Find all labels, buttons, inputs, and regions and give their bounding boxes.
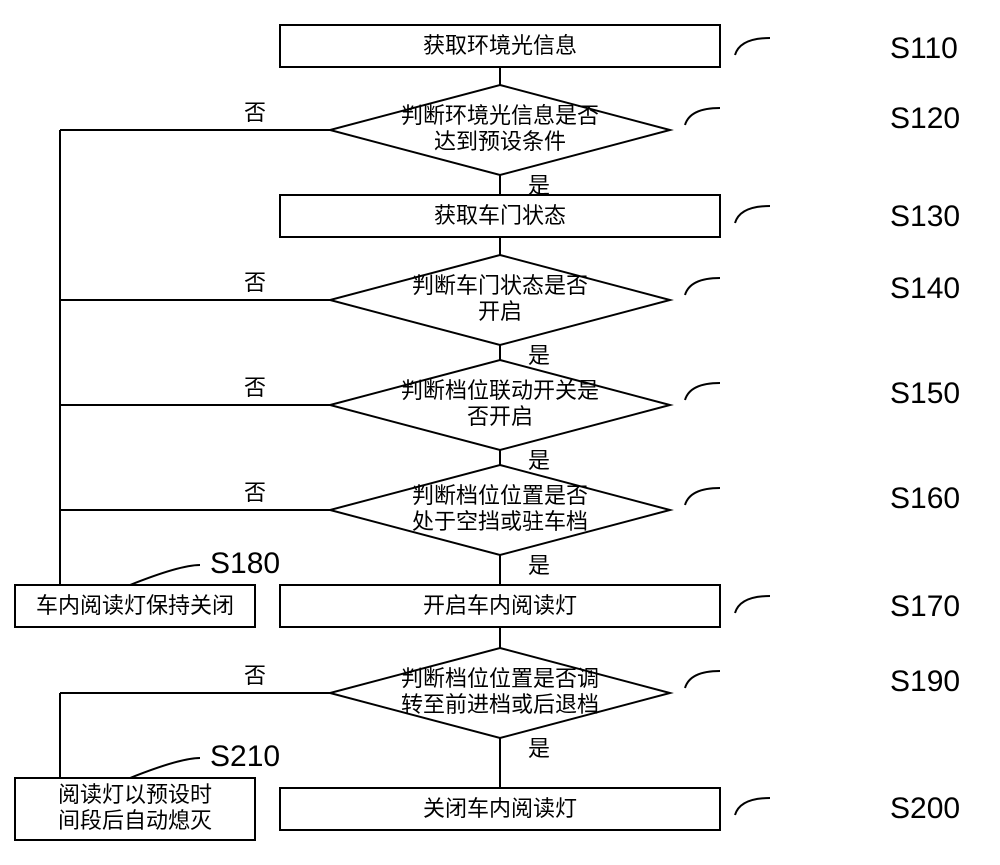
svg-text:S210: S210 [210, 740, 280, 773]
svg-text:S160: S160 [890, 482, 960, 515]
svg-text:S140: S140 [890, 272, 960, 305]
svg-text:车内阅读灯保持关闭: 车内阅读灯保持关闭 [36, 593, 234, 618]
svg-text:是: 是 [528, 173, 550, 198]
svg-text:是: 是 [528, 448, 550, 473]
svg-text:S170: S170 [890, 590, 960, 623]
svg-text:判断档位联动开关是: 判断档位联动开关是 [401, 378, 599, 403]
svg-text:否开启: 否开启 [467, 404, 533, 429]
svg-text:否: 否 [244, 663, 266, 688]
svg-text:判断环境光信息是否: 判断环境光信息是否 [401, 103, 599, 128]
svg-text:否: 否 [244, 100, 266, 125]
svg-text:否: 否 [244, 480, 266, 505]
svg-text:开启: 开启 [478, 299, 522, 324]
svg-text:S120: S120 [890, 102, 960, 135]
svg-text:达到预设条件: 达到预设条件 [434, 129, 566, 154]
svg-text:S150: S150 [890, 377, 960, 410]
svg-text:获取环境光信息: 获取环境光信息 [423, 33, 577, 58]
svg-text:S110: S110 [890, 32, 958, 65]
svg-text:判断档位位置是否调: 判断档位位置是否调 [401, 666, 599, 691]
svg-text:S180: S180 [210, 547, 280, 580]
svg-text:判断档位位置是否: 判断档位位置是否 [412, 483, 588, 508]
svg-text:转至前进档或后退档: 转至前进档或后退档 [401, 692, 599, 717]
svg-text:获取车门状态: 获取车门状态 [434, 203, 566, 228]
svg-text:S190: S190 [890, 665, 960, 698]
svg-text:关闭车内阅读灯: 关闭车内阅读灯 [423, 796, 577, 821]
svg-text:否: 否 [244, 375, 266, 400]
svg-text:间段后自动熄灭: 间段后自动熄灭 [58, 808, 212, 833]
svg-text:阅读灯以预设时: 阅读灯以预设时 [58, 782, 212, 807]
svg-text:是: 是 [528, 553, 550, 578]
svg-text:处于空挡或驻车档: 处于空挡或驻车档 [412, 509, 588, 534]
flowchart-diagram: 获取环境光信息 S110 判断环境光信息是否达到预设条件 S120 获取车门状态 S130… [0, 0, 1000, 865]
svg-text:否: 否 [244, 270, 266, 295]
svg-text:开启车内阅读灯: 开启车内阅读灯 [423, 593, 577, 618]
svg-text:是: 是 [528, 343, 550, 368]
svg-text:是: 是 [528, 736, 550, 761]
svg-text:判断车门状态是否: 判断车门状态是否 [412, 273, 588, 298]
svg-text:S200: S200 [890, 792, 960, 825]
svg-text:S130: S130 [890, 200, 960, 233]
